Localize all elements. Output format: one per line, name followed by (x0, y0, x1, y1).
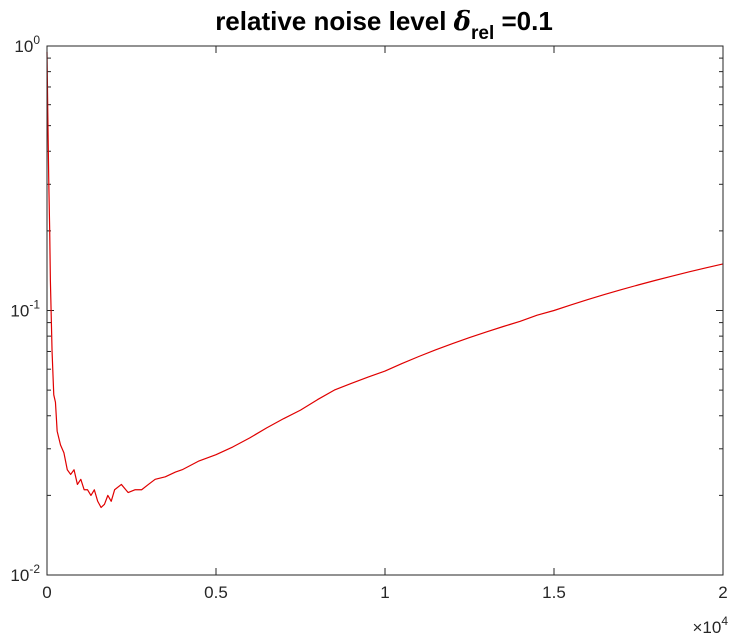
title-subscript: rel (471, 23, 494, 44)
x-tick-label: 1 (380, 583, 389, 602)
y-tick-label: 100 (14, 33, 40, 56)
axis-tick-labels: 0 0.5 1 1.5 2 10-2 10-1 100 (10, 33, 727, 602)
x-axis-exponent-label: ×104 (692, 614, 728, 637)
x-tick-label: 0 (42, 583, 51, 602)
y-tick-label: 10-1 (10, 298, 40, 321)
title-suffix: =0.1 (494, 6, 553, 36)
x-exponent-base: ×10 (692, 618, 721, 637)
series-line (46, 51, 724, 509)
chart-title: relative noise level δrel =0.1 (215, 6, 553, 44)
x-tick-label: 2 (718, 583, 727, 602)
axes-box (46, 45, 724, 576)
plot-series (46, 51, 724, 509)
x-tick-label: 0.5 (204, 583, 228, 602)
axis-ticks (46, 45, 724, 576)
title-delta-symbol: δ (453, 7, 471, 37)
x-tick-label: 1.5 (542, 583, 566, 602)
title-main-text: relative noise level (215, 6, 453, 36)
x-exponent-power: 4 (721, 614, 728, 628)
y-tick-label: 10-2 (10, 562, 40, 585)
